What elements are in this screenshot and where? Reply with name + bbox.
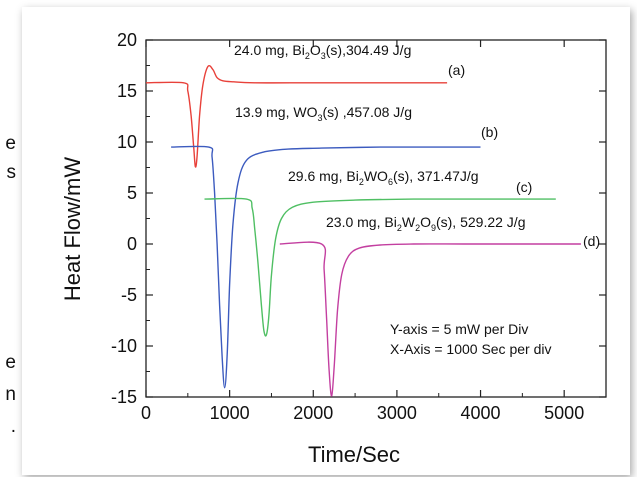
series-label-b: (b) [481, 124, 498, 140]
series-line-a [145, 64, 448, 168]
x-axis-scale-note: X-Axis = 1000 Sec per div [390, 341, 551, 357]
y-axis-scale-note: Y-axis = 5 mW per Div [390, 321, 528, 337]
annotation-d: 23.0 mg, Bi2W2O9(s), 529.22 J/g [326, 214, 525, 233]
edge-text-3: e [5, 352, 16, 373]
chart-series [145, 64, 581, 397]
y-tick-label: 15 [117, 81, 137, 101]
series-label-d: (d) [583, 233, 600, 249]
annotation-a: 24.0 mg, Bi2O3(s),304.49 J/g [234, 42, 411, 61]
page-edge-text: e s e n . [0, 0, 16, 477]
x-axis-title: Time/Sec [308, 442, 400, 467]
y-tick-label: 10 [117, 132, 137, 152]
y-axis-title: Heat Flow/mW [60, 157, 85, 301]
y-tick-label: -15 [111, 387, 137, 407]
series-line-c [204, 197, 556, 337]
series-line-b [171, 145, 481, 389]
annotation-c: 29.6 mg, Bi2WO6(s), 371.47J/g [288, 168, 479, 187]
y-tick-label: 20 [117, 30, 137, 50]
chart-figure: 20 15 10 5 0 -5 -10 -15 0 1000 2000 3000 4000 5000 He… [22, 7, 630, 475]
y-tick-label: 0 [127, 234, 137, 254]
edge-text-2: s [6, 162, 17, 183]
edge-text-5: . [10, 416, 16, 437]
series-label-a: (a) [448, 62, 465, 78]
annotation-b: 13.9 mg, WO3(s) ,457.08 J/g [235, 104, 412, 123]
x-tick-label: 4000 [461, 403, 501, 423]
y-tick-label: -10 [111, 336, 137, 356]
y-tick-label: 5 [127, 183, 137, 203]
y-tick-label: -5 [121, 285, 137, 305]
edge-text-1: e [5, 133, 16, 154]
x-tick-label: 2000 [293, 403, 333, 423]
series-line-d [279, 241, 581, 397]
x-tick-label: 3000 [377, 403, 417, 423]
x-tick-label: 0 [141, 403, 151, 423]
x-tick-label: 5000 [544, 403, 584, 423]
edge-text-4: n [5, 384, 16, 405]
x-tick-label: 1000 [210, 403, 250, 423]
series-label-c: (c) [516, 179, 532, 195]
chart-annotations: Heat Flow/mW Time/Sec 24.0 mg, Bi2O3(s),… [60, 42, 600, 467]
